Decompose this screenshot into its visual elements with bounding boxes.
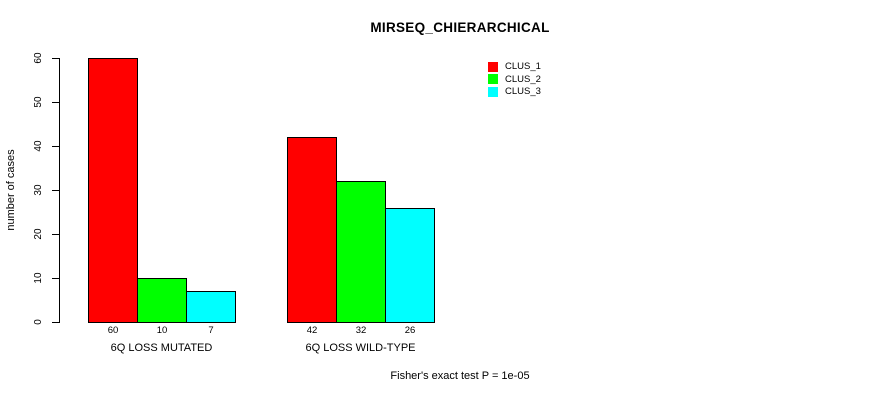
- y-axis-tick-label: 30: [33, 184, 44, 196]
- category-label-6q-loss-wild-type: 6Q LOSS WILD-TYPE: [305, 342, 416, 354]
- y-axis-tick: [52, 278, 59, 279]
- y-axis-tick: [52, 102, 59, 103]
- y-axis-tick-label: 10: [33, 272, 44, 284]
- legend-swatch-clus-1: [488, 61, 498, 72]
- legend-item-clus-1: CLUS_1: [488, 61, 541, 72]
- bar-clus-3-6q-loss-mutated: [186, 291, 236, 323]
- category-label-6q-loss-mutated: 6Q LOSS MUTATED: [110, 342, 213, 354]
- bar-clus-2-6q-loss-wild-type: [336, 181, 386, 323]
- bar-value-label: 32: [355, 325, 367, 336]
- legend-item-clus-2: CLUS_2: [488, 74, 541, 85]
- bar-clus-2-6q-loss-mutated: [137, 278, 187, 323]
- bar-value-label: 26: [404, 325, 416, 336]
- y-axis-tick: [52, 58, 59, 59]
- bar-value-label: 7: [208, 325, 214, 336]
- legend: CLUS_1 CLUS_2 CLUS_3: [488, 61, 568, 103]
- y-axis-tick: [52, 146, 59, 147]
- y-axis-tick: [52, 322, 59, 323]
- legend-label: CLUS_1: [505, 61, 541, 72]
- legend-swatch-clus-3: [488, 86, 498, 97]
- y-axis-tick-label: 60: [33, 52, 44, 64]
- annotation-text: Fisher's exact test P = 1e-05: [390, 370, 530, 382]
- y-axis-tick-label: 40: [33, 140, 44, 152]
- legend-swatch-clus-2: [488, 74, 498, 84]
- bar-clus-1-6q-loss-wild-type: [287, 137, 337, 323]
- y-axis-line: [59, 58, 60, 323]
- bar-value-label: 10: [156, 325, 168, 336]
- bar-value-label: 60: [107, 325, 119, 336]
- bar-clus-3-6q-loss-wild-type: [385, 208, 435, 323]
- y-axis-tick-label: 0: [33, 319, 44, 325]
- legend-label: CLUS_3: [505, 86, 541, 97]
- legend-item-clus-3: CLUS_3: [488, 86, 541, 97]
- bar-clus-1-6q-loss-mutated: [88, 58, 138, 323]
- y-axis-tick-label: 20: [33, 228, 44, 240]
- chart-title: MIRSEQ_CHIERARCHICAL: [370, 20, 550, 35]
- bar-value-label: 42: [306, 325, 318, 336]
- y-axis-tick: [52, 190, 59, 191]
- legend-label: CLUS_2: [505, 73, 541, 85]
- y-axis-tick: [52, 234, 59, 235]
- y-axis-tick-label: 50: [33, 96, 44, 108]
